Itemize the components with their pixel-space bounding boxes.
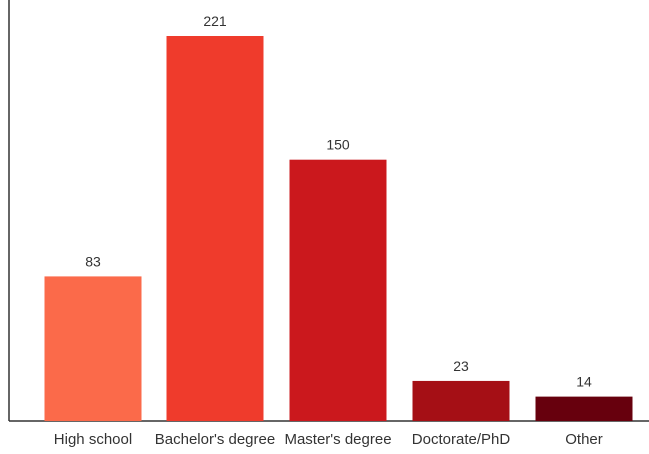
value-label-other: 14 [576, 374, 592, 390]
value-label-master-s-degree: 150 [326, 137, 350, 153]
x-tick-label-bachelor-s-degree: Bachelor's degree [155, 431, 275, 448]
bars-group [44, 36, 633, 421]
x-tick-label-other: Other [565, 431, 603, 448]
x-tick-label-doctorate-phd: Doctorate/PhD [412, 431, 511, 448]
bar-bachelor-s-degree [166, 36, 264, 421]
bar-high-school [44, 276, 142, 421]
bar-doctorate-phd [412, 380, 510, 421]
bar-other [535, 396, 633, 421]
x-tick-label-master-s-degree: Master's degree [284, 431, 391, 448]
x-tick-labels-group: High school Bachelor's degree Master's deg… [54, 431, 603, 448]
x-tick-label-high-school: High school [54, 431, 132, 448]
value-labels-group: 83 221 150 23 14 [85, 13, 592, 390]
value-label-high-school: 83 [85, 253, 101, 269]
bar-master-s-degree [289, 159, 387, 421]
value-label-doctorate-phd: 23 [453, 358, 469, 374]
value-label-bachelor-s-degree: 221 [203, 13, 227, 29]
